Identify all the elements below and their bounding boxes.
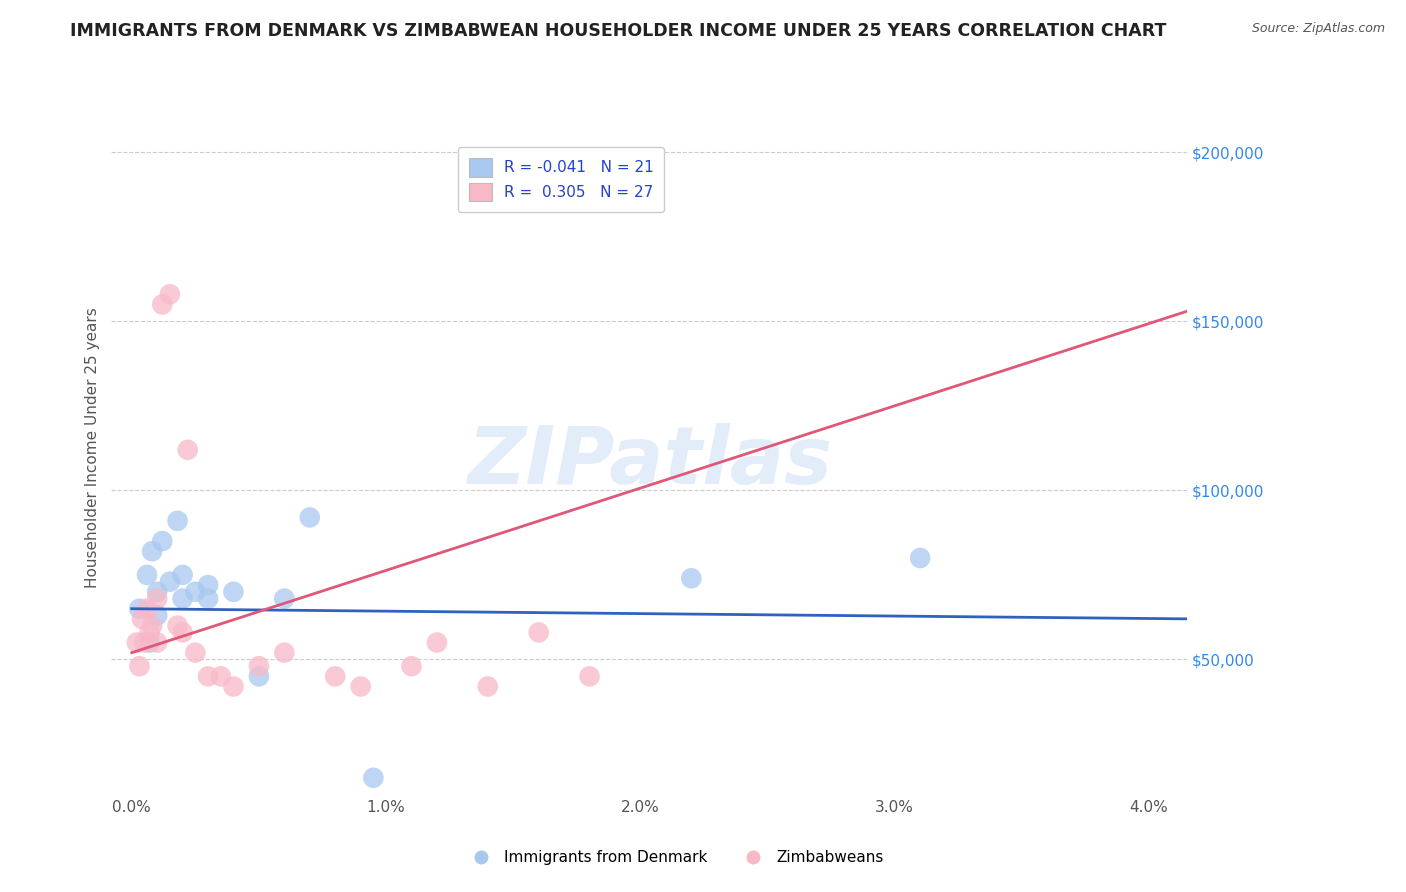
Point	[247, 659, 270, 673]
Legend: R = -0.041   N = 21, R =  0.305   N = 27: R = -0.041 N = 21, R = 0.305 N = 27	[458, 147, 664, 212]
Point	[273, 646, 295, 660]
Point	[197, 669, 219, 683]
Point	[146, 608, 169, 623]
Point	[578, 669, 600, 683]
Point	[273, 591, 295, 606]
Point	[350, 680, 373, 694]
Point	[298, 510, 321, 524]
Point	[222, 680, 245, 694]
Point	[401, 659, 423, 673]
Point	[136, 568, 159, 582]
Point	[159, 574, 181, 589]
Point	[138, 635, 160, 649]
Point	[197, 591, 219, 606]
Point	[426, 635, 449, 649]
Point	[184, 584, 207, 599]
Point	[477, 680, 499, 694]
Point	[323, 669, 346, 683]
Point	[128, 659, 150, 673]
Point	[150, 534, 173, 549]
Point	[209, 669, 232, 683]
Point	[247, 669, 270, 683]
Point	[141, 544, 163, 558]
Point	[138, 625, 160, 640]
Point	[681, 571, 703, 585]
Point	[172, 625, 194, 640]
Point	[141, 618, 163, 632]
Point	[159, 287, 181, 301]
Point	[136, 601, 159, 615]
Point	[128, 601, 150, 615]
Point	[150, 297, 173, 311]
Text: IMMIGRANTS FROM DENMARK VS ZIMBABWEAN HOUSEHOLDER INCOME UNDER 25 YEARS CORRELAT: IMMIGRANTS FROM DENMARK VS ZIMBABWEAN HO…	[70, 22, 1167, 40]
Point	[134, 635, 156, 649]
Point	[166, 618, 188, 632]
Text: Source: ZipAtlas.com: Source: ZipAtlas.com	[1251, 22, 1385, 36]
Y-axis label: Householder Income Under 25 years: Householder Income Under 25 years	[86, 308, 100, 589]
Point	[146, 584, 169, 599]
Point	[131, 612, 153, 626]
Point	[146, 591, 169, 606]
Point	[166, 514, 188, 528]
Point	[197, 578, 219, 592]
Point	[146, 635, 169, 649]
Point	[177, 442, 200, 457]
Point	[363, 771, 385, 785]
Point	[125, 635, 148, 649]
Point	[527, 625, 550, 640]
Point	[908, 551, 931, 566]
Point	[172, 591, 194, 606]
Point	[222, 584, 245, 599]
Legend: Immigrants from Denmark, Zimbabweans: Immigrants from Denmark, Zimbabweans	[460, 844, 890, 871]
Point	[172, 568, 194, 582]
Text: ZIPatlas: ZIPatlas	[467, 423, 832, 501]
Point	[184, 646, 207, 660]
